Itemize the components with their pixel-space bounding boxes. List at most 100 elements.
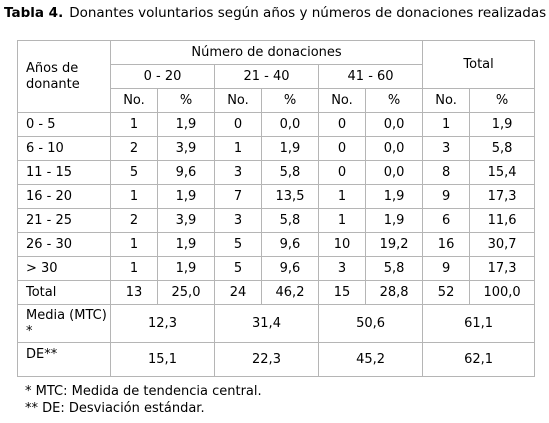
- row-label: 11 - 15: [17, 160, 111, 185]
- table-cell: 0,0: [364, 112, 424, 137]
- range-header-cell: 21 - 40: [214, 64, 319, 89]
- table-cell: 3,9: [157, 136, 215, 161]
- row-label: 0 - 5: [17, 112, 111, 137]
- no-header-cell: No.: [422, 88, 471, 113]
- footnote: ** DE: Desviación estándar.: [25, 401, 205, 416]
- total-header-cell: Total: [422, 40, 536, 89]
- media-row: Media (MTC) * 12,3 31,4 50,6 61,1: [17, 304, 536, 343]
- table-cell: 19,2: [364, 232, 424, 257]
- table-row: 0 - 5 1 1,9 0 0,0 0 0,0 1 1,9: [17, 112, 536, 137]
- table-cell: 17,3: [469, 256, 536, 281]
- row-label: Media (MTC) *: [17, 304, 111, 343]
- table-row: 21 - 25 2 3,9 3 5,8 1 1,9 6 11,6: [17, 208, 536, 233]
- table-cell: 9: [422, 184, 471, 209]
- table-cell: 5,8: [261, 160, 319, 185]
- no-header-cell: No.: [318, 88, 366, 113]
- table-cell: 9: [422, 256, 471, 281]
- table-cell: 100,0: [469, 280, 536, 305]
- table-cell: 9,6: [261, 256, 319, 281]
- table-cell: 22,3: [214, 342, 319, 377]
- table-cell: 12,3: [110, 304, 215, 343]
- table-row: 11 - 15 5 9,6 3 5,8 0 0,0 8 15,4: [17, 160, 536, 185]
- table-row: 16 - 20 1 1,9 7 13,5 1 1,9 9 17,3: [17, 184, 536, 209]
- table-cell: 5: [110, 160, 158, 185]
- table-cell: 3: [214, 160, 262, 185]
- table-cell: 1: [110, 232, 158, 257]
- range-header-cell: 0 - 20: [110, 64, 215, 89]
- table-cell: 1,9: [157, 232, 215, 257]
- table-cell: 17,3: [469, 184, 536, 209]
- table-cell: 0,0: [261, 112, 319, 137]
- table-cell: 6: [422, 208, 471, 233]
- range-header-cell: 41 - 60: [317, 64, 424, 89]
- table-cell: 1,9: [469, 112, 536, 137]
- table-cell: 5: [214, 232, 262, 257]
- table-cell: 1: [422, 112, 471, 137]
- table-cell: 28,8: [364, 280, 424, 305]
- group-header-cell: Número de donaciones: [109, 40, 424, 65]
- table-cell: 15: [318, 280, 366, 305]
- no-header-cell: No.: [110, 88, 158, 113]
- no-header-cell: No.: [214, 88, 262, 113]
- table-cell: 7: [214, 184, 262, 209]
- row-label: 16 - 20: [17, 184, 111, 209]
- row-label: 21 - 25: [17, 208, 111, 233]
- table-cell: 46,2: [261, 280, 319, 305]
- table-cell: 25,0: [157, 280, 215, 305]
- table-cell: 10: [318, 232, 366, 257]
- table-cell: 2: [110, 136, 158, 161]
- table-cell: 5,8: [261, 208, 319, 233]
- table-cell: 52: [422, 280, 471, 305]
- table-cell: 0,0: [364, 136, 424, 161]
- table-cell: 62,1: [422, 342, 536, 377]
- table-cell: 9,6: [157, 160, 215, 185]
- table-cell: 45,2: [317, 342, 424, 377]
- table-cell: 31,4: [214, 304, 319, 343]
- caption-text: Donantes voluntarios según años y número…: [69, 5, 547, 21]
- table-cell: 13,5: [261, 184, 319, 209]
- table-cell: 3: [422, 136, 471, 161]
- pct-header-cell: %: [469, 88, 536, 113]
- table-row: 6 - 10 2 3,9 1 1,9 0 0,0 3 5,8: [17, 136, 536, 161]
- row-label: DE**: [17, 342, 111, 377]
- table-cell: 5,8: [364, 256, 424, 281]
- header-row-2: 0 - 20 21 - 40 41 - 60: [18, 64, 535, 89]
- table-cell: 1: [110, 112, 158, 137]
- table-cell: 30,7: [469, 232, 536, 257]
- table-cell: 0: [318, 136, 366, 161]
- donations-table: Años de donante Número de donaciones Tot…: [17, 40, 536, 377]
- table-row: 26 - 30 1 1,9 5 9,6 10 19,2 16 30,7: [17, 232, 536, 257]
- table-cell: 1: [110, 184, 158, 209]
- table-cell: 9,6: [261, 232, 319, 257]
- footnotes: * MTC: Medida de tendencia central. ** D…: [25, 383, 262, 417]
- table-cell: 15,4: [469, 160, 536, 185]
- pct-header-cell: %: [157, 88, 215, 113]
- table-cell: 1: [318, 208, 366, 233]
- table-cell: 24: [214, 280, 262, 305]
- table-cell: 1,9: [157, 112, 215, 137]
- header-row-1: Años de donante Número de donaciones Tot…: [17, 40, 536, 113]
- table-cell: 8: [422, 160, 471, 185]
- table-cell: 3: [318, 256, 366, 281]
- table-cell: 1,9: [364, 208, 424, 233]
- table-cell: 50,6: [317, 304, 424, 343]
- table-cell: 1,9: [157, 256, 215, 281]
- table-cell: 5: [214, 256, 262, 281]
- caption-label: Tabla 4.: [4, 5, 64, 21]
- table-cell: 15,1: [110, 342, 215, 377]
- row-label: 26 - 30: [17, 232, 111, 257]
- row-header-cell: Años de donante: [17, 40, 111, 113]
- de-row: DE** 15,1 22,3 45,2 62,1: [17, 342, 536, 377]
- table-cell: 1,9: [261, 136, 319, 161]
- table-caption: Tabla 4. Donantes voluntarios según años …: [4, 5, 546, 21]
- total-row: Total 13 25,0 24 46,2 15 28,8 52 100,0: [17, 280, 536, 305]
- row-label: 6 - 10: [17, 136, 111, 161]
- table-cell: 16: [422, 232, 471, 257]
- table-cell: 61,1: [422, 304, 536, 343]
- table-cell: 3: [214, 208, 262, 233]
- table-cell: 2: [110, 208, 158, 233]
- table-cell: 1,9: [364, 184, 424, 209]
- table-cell: 1: [110, 256, 158, 281]
- table-cell: 3,9: [157, 208, 215, 233]
- table-cell: 5,8: [469, 136, 536, 161]
